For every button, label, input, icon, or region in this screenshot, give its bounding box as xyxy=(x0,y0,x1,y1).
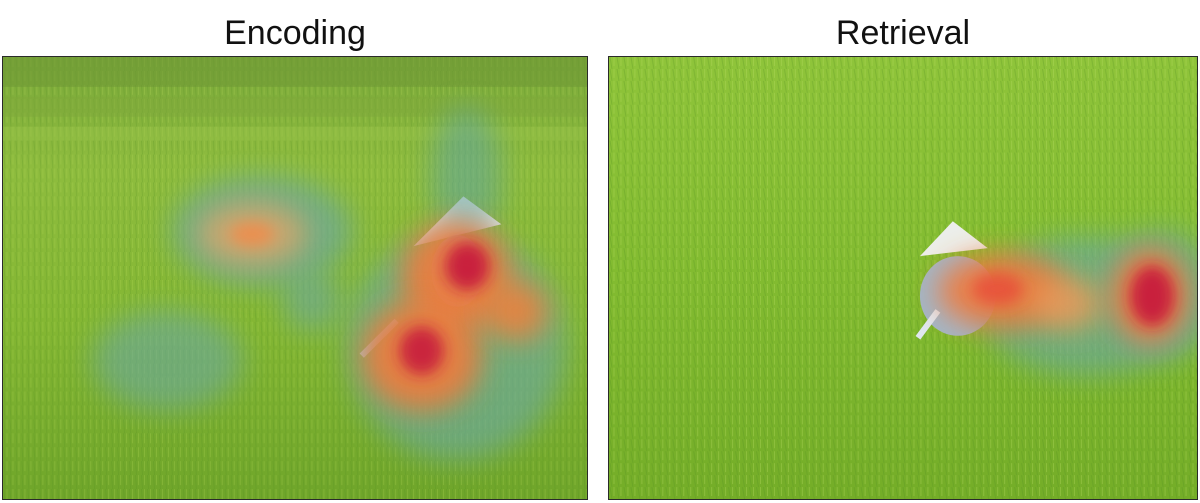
retrieval-image-panel xyxy=(608,56,1198,500)
retrieval-heatmap-image xyxy=(609,57,1197,499)
encoding-title: Encoding xyxy=(224,14,366,52)
encoding-heatmap-overlay xyxy=(92,106,567,461)
retrieval-title: Retrieval xyxy=(835,14,971,52)
encoding-image-panel xyxy=(2,56,588,500)
retrieval-heatmap-overlay xyxy=(937,229,1197,376)
encoding-heatmap-image xyxy=(3,57,587,499)
